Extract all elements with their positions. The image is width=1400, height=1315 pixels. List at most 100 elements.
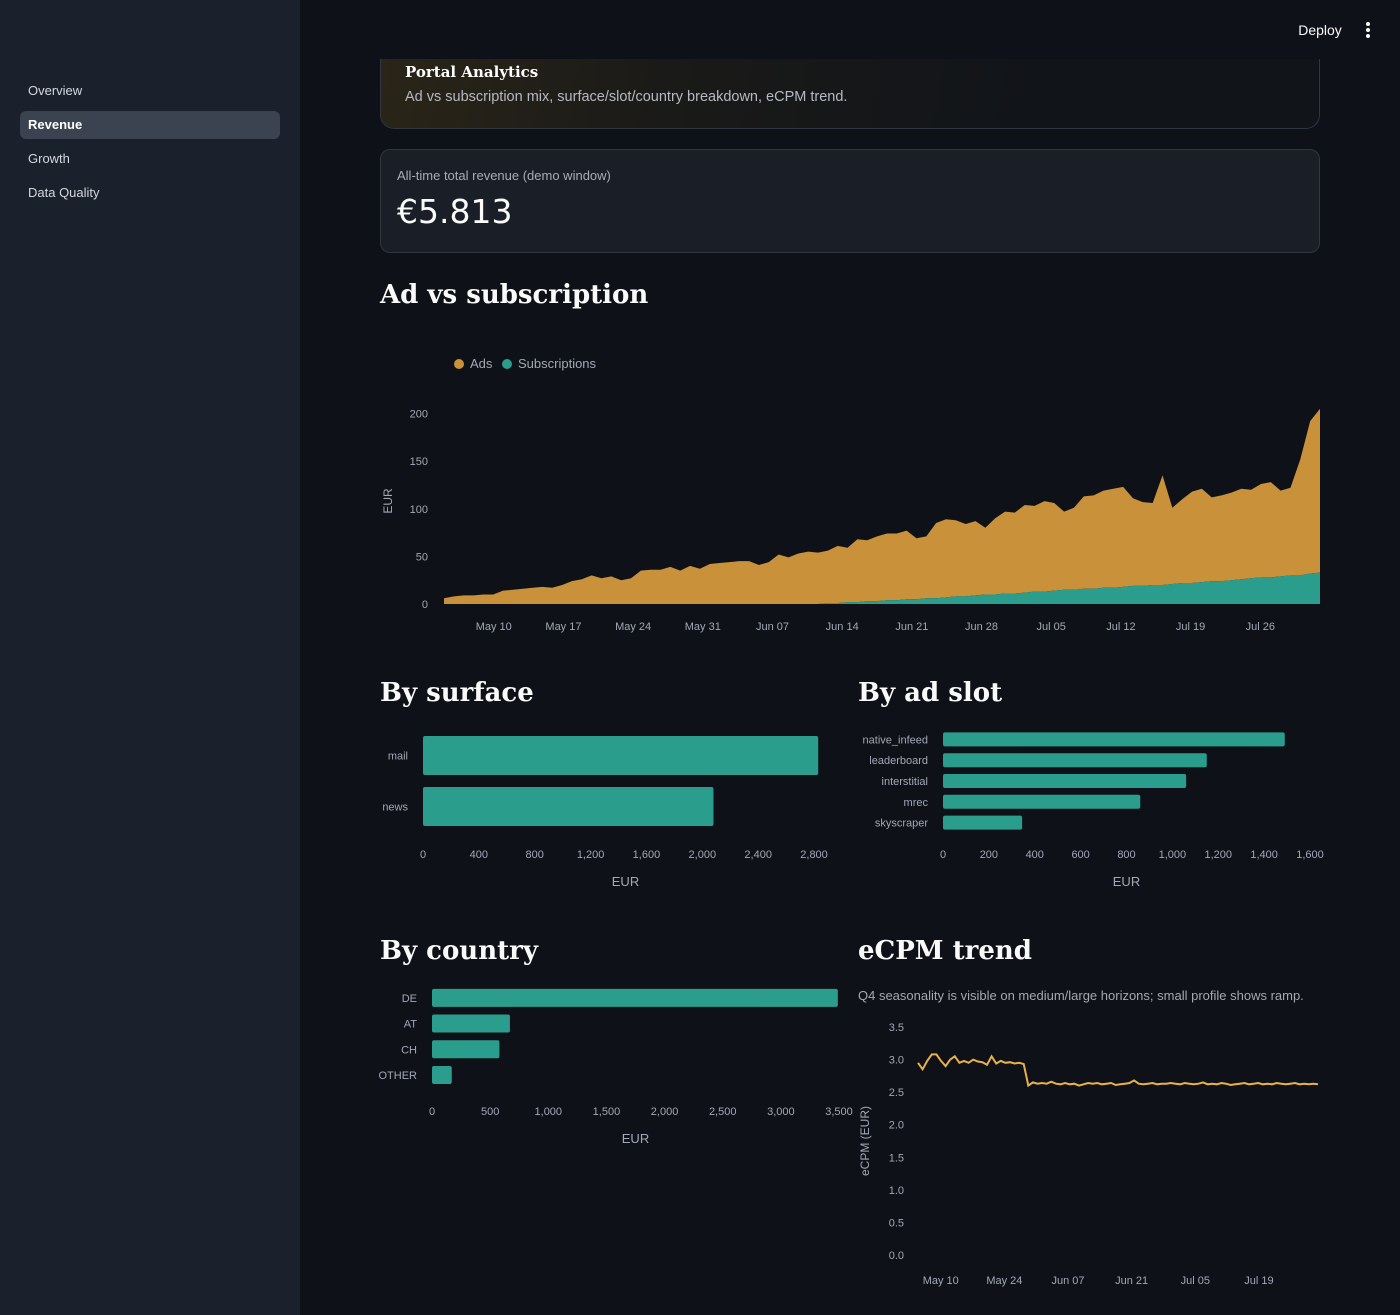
x-tick-label: Jul 12 [1106,621,1135,633]
y-axis-label: EUR [381,488,395,514]
country-x-tick-label: 2,000 [651,1106,679,1118]
ecpm-line [917,1053,1319,1088]
metric-label: All-time total revenue (demo window) [397,168,611,183]
ad-slot-category-label: leaderboard [869,755,928,767]
country-bar [432,1014,510,1033]
ecpm-y-tick-label: 1.5 [889,1152,904,1164]
ad-slot-bar [943,774,1187,788]
ad-slot-bar [943,753,1207,768]
legend-subscriptions-label: Subscriptions [518,356,597,371]
ecpm-y-tick-label: 2.5 [889,1087,904,1099]
ad-slot-x-tick-label: 200 [980,849,998,861]
ad-slot-x-tick-label: 1,000 [1159,849,1187,861]
country-bar [432,1065,452,1084]
ad-slot-x-tick-label: 0 [940,849,946,861]
ad-slot-x-tick-label: 1,400 [1250,849,1278,861]
surface-x-tick-label: 2,000 [689,849,717,861]
ad-slot-category-label: native_infeed [863,734,928,746]
legend-subscriptions-marker [502,359,512,369]
surface-category-label: mail [388,751,408,763]
hero-banner: Portal Analytics Ad vs subscription mix,… [380,59,1320,129]
ad-slot-x-tick-label: 400 [1026,849,1044,861]
ad-slot-x-tick-label: 800 [1117,849,1135,861]
ad-slot-bar [943,815,1023,830]
sidebar-item-revenue[interactable]: Revenue [20,111,280,139]
country-category-label: CH [401,1044,417,1056]
x-tick-label: May 10 [476,621,512,633]
ad-slot-x-tick-label: 1,200 [1204,849,1232,861]
sidebar-item-data-quality[interactable]: Data Quality [28,185,100,200]
heading-ad-vs-subscription: Ad vs subscription [380,280,649,310]
surface-x-tick-label: 800 [526,849,544,861]
sidebar-item-overview[interactable]: Overview [28,83,83,98]
x-tick-label: Jun 21 [895,621,928,633]
x-tick-label: May 17 [545,621,581,633]
sidebar: Overview Revenue Growth Data Quality [0,0,300,1315]
surface-bar [423,787,714,826]
country-x-tick-label: 0 [429,1106,435,1118]
country-x-tick-label: 1,000 [535,1106,563,1118]
surface-x-tick-label: 0 [420,849,426,861]
vertical-ellipsis-icon[interactable] [1358,18,1378,42]
ads-area [444,408,1320,604]
ecpm-x-tick-label: Jun 21 [1115,1275,1148,1287]
ecpm-y-tick-label: 3.0 [889,1055,904,1067]
ecpm-x-tick-label: Jul 05 [1181,1275,1210,1287]
ecpm-y-tick-label: 1.0 [889,1185,904,1197]
y-tick-label: 200 [410,409,428,421]
x-tick-label: Jun 07 [756,621,789,633]
surface-x-tick-label: 400 [470,849,488,861]
country-x-tick-label: 1,500 [593,1106,621,1118]
legend-ads-marker [454,359,464,369]
x-tick-label: Jul 05 [1037,621,1066,633]
country-x-tick-label: 3,000 [767,1106,795,1118]
x-tick-label: May 24 [615,621,651,633]
ecpm-y-tick-label: 2.0 [889,1120,904,1132]
ad-slot-bar [943,732,1285,747]
ad-slot-x-tick-label: 600 [1071,849,1089,861]
surface-x-tick-label: 1,600 [633,849,661,861]
surface-x-axis-label: EUR [612,874,639,889]
ad-slot-x-axis-label: EUR [1113,874,1140,889]
ecpm-x-tick-label: Jul 19 [1244,1275,1273,1287]
subscriptions-area [444,572,1320,604]
sidebar-item-growth[interactable]: Growth [28,151,70,166]
surface-x-tick-label: 1,200 [577,849,605,861]
y-tick-label: 150 [410,456,428,468]
country-x-tick-label: 2,500 [709,1106,737,1118]
country-category-label: OTHER [379,1070,418,1082]
heading-by-country: By country [380,936,538,966]
country-bar [432,1040,500,1059]
country-x-axis-label: EUR [622,1131,649,1146]
ecpm-x-tick-label: May 10 [923,1275,959,1287]
ecpm-y-tick-label: 3.5 [889,1022,904,1034]
x-tick-label: Jul 19 [1176,621,1205,633]
ecpm-y-axis-label: eCPM (EUR) [858,1106,872,1176]
surface-x-tick-label: 2,400 [744,849,772,861]
x-tick-label: Jun 14 [826,621,859,633]
ad-slot-bar [943,794,1141,809]
heading-ecpm-trend: eCPM trend [858,936,1032,966]
ad-slot-category-label: skyscraper [875,818,929,830]
x-tick-label: Jun 28 [965,621,998,633]
y-tick-label: 50 [416,551,428,563]
x-tick-label: Jul 26 [1246,621,1275,633]
ecpm-y-tick-label: 0.0 [889,1250,904,1262]
y-tick-label: 100 [410,504,428,516]
ecpm-x-tick-label: May 24 [986,1275,1022,1287]
surface-x-tick-label: 2,800 [800,849,828,861]
ecpm-x-tick-label: Jun 07 [1051,1275,1084,1287]
legend-ads-label: Ads [470,356,493,371]
heading-by-ad-slot: By ad slot [858,678,1003,708]
metric-card: All-time total revenue (demo window) €5.… [380,149,1320,253]
country-category-label: AT [404,1019,418,1031]
ad-slot-x-tick-label: 1,600 [1296,849,1324,861]
x-tick-label: May 31 [685,621,721,633]
deploy-button[interactable]: Deploy [1298,22,1342,38]
country-x-tick-label: 3,500 [825,1106,853,1118]
country-x-tick-label: 500 [481,1106,499,1118]
ad-slot-category-label: interstitial [882,776,928,788]
hero-title: Portal Analytics [405,63,539,81]
ecpm-caption: Q4 seasonality is visible on medium/larg… [858,988,1304,1003]
ad-slot-category-label: mrec [904,797,929,809]
